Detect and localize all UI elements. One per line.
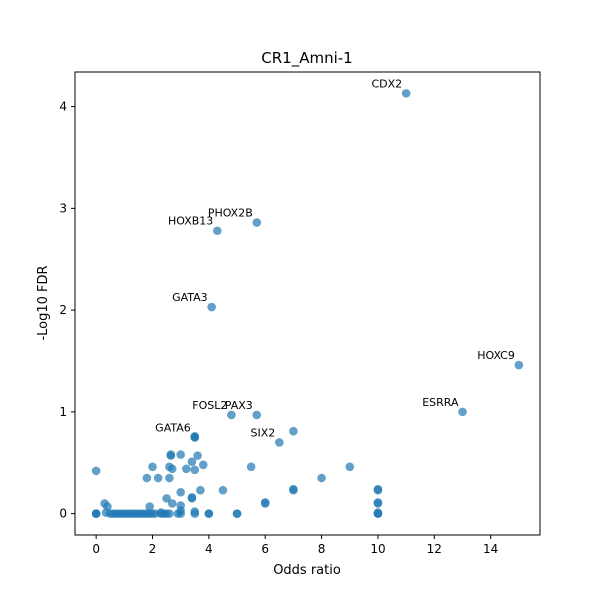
data-point (190, 465, 200, 475)
data-point (196, 485, 205, 495)
x-tick-label: 2 (149, 542, 157, 556)
y-tick-label: 2 (59, 303, 67, 317)
data-point (167, 499, 177, 508)
y-axis-ticks: 0 1 2 3 4 (59, 100, 75, 521)
data-point (165, 509, 174, 518)
data-point (187, 457, 197, 467)
annotated-point (213, 226, 222, 236)
data-point (198, 460, 208, 470)
annotated-point (190, 433, 200, 442)
annotation-label: GATA3 (172, 291, 208, 304)
data-point (246, 462, 256, 472)
data-point (166, 450, 176, 459)
x-tick-label: 10 (370, 542, 385, 556)
data-point (162, 494, 171, 503)
data-point (142, 473, 152, 483)
y-tick-label: 4 (59, 100, 67, 114)
data-point (91, 509, 101, 518)
data-point (193, 451, 202, 460)
data-point (176, 450, 185, 459)
data-point (373, 498, 383, 507)
data-point (289, 484, 298, 494)
data-point (204, 509, 214, 518)
annotation-label: SIX2 (251, 426, 276, 439)
data-point (373, 484, 383, 494)
x-tick-label: 12 (427, 542, 442, 556)
data-point (156, 508, 166, 517)
annotated-point (458, 407, 467, 417)
annotation-label: FOSL2 (192, 399, 227, 412)
data-point (289, 426, 298, 436)
data-point (176, 506, 185, 515)
annotated-point (252, 410, 262, 420)
annotated-point (401, 89, 411, 98)
x-axis-label: Odds ratio (273, 563, 341, 578)
data-point (153, 473, 163, 483)
y-tick-label: 1 (59, 405, 67, 419)
annotated-point (207, 302, 216, 312)
data-point (260, 498, 270, 507)
annotation-label: PAX3 (225, 399, 253, 412)
annotated-point (227, 410, 236, 420)
plot-frame (74, 71, 541, 536)
annotation-label: ESRRA (422, 396, 459, 409)
annotation-label: HOXC9 (477, 349, 515, 362)
annotated-point (275, 438, 284, 447)
data-point (167, 464, 177, 474)
data-point (187, 493, 197, 502)
data-point (91, 466, 101, 476)
x-tick-label: 0 (92, 542, 100, 556)
data-point (148, 462, 157, 472)
x-tick-label: 6 (261, 542, 269, 556)
x-tick-label: 14 (483, 542, 498, 556)
data-point (176, 487, 185, 497)
data-point (218, 485, 228, 495)
data-point (182, 464, 191, 474)
data-point (145, 502, 154, 511)
data-point (190, 507, 200, 516)
data-point (317, 473, 326, 483)
data-point (165, 473, 174, 483)
annotation-label: GATA6 (155, 421, 191, 434)
data-point (373, 509, 383, 518)
y-tick-label: 0 (59, 507, 67, 521)
annotated-point (252, 218, 262, 227)
data-point (345, 462, 355, 472)
annotation-label: HOXB13 (168, 215, 213, 228)
annotation-label: PHOX2B (208, 207, 253, 220)
y-tick-label: 3 (59, 201, 67, 215)
annotated-point (514, 360, 524, 370)
points-layer (91, 426, 383, 518)
x-tick-label: 8 (318, 542, 326, 556)
y-axis-label: -Log10 FDR (36, 265, 51, 340)
data-point (232, 509, 242, 518)
annotation-label: CDX2 (371, 77, 402, 90)
x-tick-label: 4 (205, 542, 213, 556)
chart-title: CR1_Amni-1 (261, 49, 352, 68)
x-axis-ticks: 0 2 4 6 8 10 12 14 (92, 535, 498, 556)
